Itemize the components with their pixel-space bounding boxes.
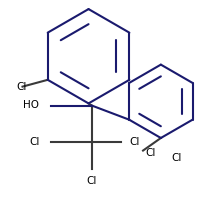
Text: Cl: Cl (16, 82, 26, 92)
Text: Cl: Cl (87, 176, 97, 186)
Text: Cl: Cl (129, 137, 140, 147)
Text: Cl: Cl (145, 148, 155, 158)
Text: Cl: Cl (171, 153, 182, 163)
Text: Cl: Cl (29, 137, 39, 147)
Text: HO: HO (23, 100, 39, 111)
